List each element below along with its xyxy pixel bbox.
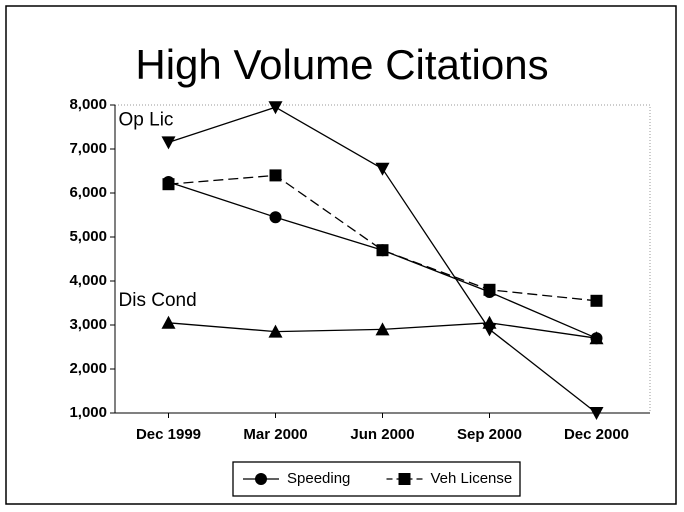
x-tick-label: Jun 2000: [350, 426, 414, 443]
y-tick-label: 7,000: [69, 140, 107, 157]
legend-label: Veh License: [431, 470, 513, 487]
marker: [269, 211, 282, 224]
chart-border: [5, 5, 677, 505]
marker: [268, 324, 283, 338]
series-line: [168, 174, 597, 302]
marker: [482, 315, 497, 329]
marker: [161, 136, 176, 150]
x-tick-label: Mar 2000: [243, 426, 307, 443]
series-line: [168, 106, 597, 414]
series-line: [168, 181, 597, 339]
marker: [590, 294, 603, 307]
y-tick-label: 2,000: [69, 360, 107, 377]
series-annotation: Op Lic: [119, 109, 174, 130]
marker: [162, 178, 175, 191]
marker: [375, 322, 390, 336]
marker: [375, 162, 390, 176]
marker: [376, 244, 389, 257]
legend-box: [232, 461, 521, 497]
x-tick-label: Dec 1999: [136, 426, 201, 443]
chart-title: High Volume Citations: [135, 41, 548, 88]
y-tick-label: 8,000: [69, 96, 107, 113]
marker: [161, 315, 176, 329]
x-tick-label: Dec 2000: [564, 426, 629, 443]
plot-area: [114, 104, 651, 414]
legend-label: Speeding: [287, 470, 350, 487]
marker: [483, 283, 496, 296]
marker: [589, 407, 604, 420]
y-tick-label: 6,000: [69, 184, 107, 201]
y-tick-label: 1,000: [69, 404, 107, 421]
marker: [269, 169, 282, 182]
series-annotation: Dis Cond: [119, 290, 197, 311]
x-tick-label: Sep 2000: [457, 426, 522, 443]
y-tick-label: 4,000: [69, 272, 107, 289]
marker: [589, 331, 604, 345]
marker: [255, 473, 267, 485]
marker: [268, 101, 283, 115]
marker: [398, 473, 411, 485]
y-tick-label: 3,000: [69, 316, 107, 333]
y-tick-label: 5,000: [69, 228, 107, 245]
